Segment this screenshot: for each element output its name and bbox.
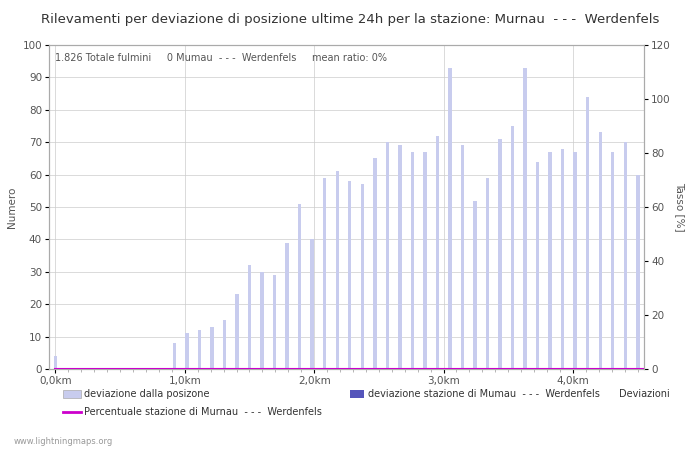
Bar bbox=[498, 139, 502, 369]
Bar bbox=[373, 158, 377, 369]
Bar bbox=[524, 68, 527, 369]
Bar bbox=[486, 178, 489, 369]
Y-axis label: Tasso [%]: Tasso [%] bbox=[675, 182, 685, 232]
Bar bbox=[548, 152, 552, 369]
Text: 1.826 Totale fulmini     0 Mumau  - - -  Werdenfels     mean ratio: 0%: 1.826 Totale fulmini 0 Mumau - - - Werde… bbox=[55, 53, 387, 63]
Bar bbox=[273, 275, 276, 369]
Bar bbox=[235, 294, 239, 369]
Text: Percentuale stazione di Murnau  - - -  Werdenfels: Percentuale stazione di Murnau - - - Wer… bbox=[84, 407, 322, 417]
Bar bbox=[386, 142, 389, 369]
Bar bbox=[448, 68, 452, 369]
Text: Rilevamenti per deviazione di posizione ultime 24h per la stazione: Murnau  - - : Rilevamenti per deviazione di posizione … bbox=[41, 14, 659, 27]
Bar bbox=[186, 333, 189, 369]
Bar bbox=[586, 97, 589, 369]
Bar bbox=[210, 327, 214, 369]
Bar bbox=[536, 162, 539, 369]
Bar bbox=[636, 175, 640, 369]
Bar bbox=[173, 343, 176, 369]
Y-axis label: Numero: Numero bbox=[7, 186, 17, 228]
Bar bbox=[260, 272, 264, 369]
Bar bbox=[598, 132, 602, 369]
Bar bbox=[473, 201, 477, 369]
Text: deviazione dalla posizone: deviazione dalla posizone bbox=[84, 389, 209, 399]
Bar bbox=[298, 204, 302, 369]
Bar bbox=[335, 171, 339, 369]
Bar bbox=[223, 320, 226, 369]
Bar bbox=[398, 145, 402, 369]
Bar bbox=[286, 243, 289, 369]
Text: www.lightningmaps.org: www.lightningmaps.org bbox=[14, 436, 113, 446]
Text: Deviazioni: Deviazioni bbox=[620, 389, 671, 399]
Text: deviazione stazione di Mumau  - - -  Werdenfels: deviazione stazione di Mumau - - - Werde… bbox=[368, 389, 599, 399]
Bar bbox=[54, 356, 57, 369]
Bar bbox=[198, 330, 201, 369]
Bar bbox=[311, 239, 314, 369]
Bar bbox=[360, 184, 364, 369]
Bar bbox=[435, 136, 439, 369]
Bar bbox=[411, 152, 414, 369]
Bar bbox=[611, 152, 615, 369]
Bar bbox=[461, 145, 464, 369]
Bar bbox=[573, 152, 577, 369]
Bar bbox=[424, 152, 426, 369]
Bar bbox=[511, 126, 514, 369]
Bar bbox=[348, 181, 351, 369]
Bar bbox=[624, 142, 627, 369]
Bar bbox=[248, 266, 251, 369]
Bar bbox=[323, 178, 326, 369]
Bar bbox=[561, 148, 564, 369]
